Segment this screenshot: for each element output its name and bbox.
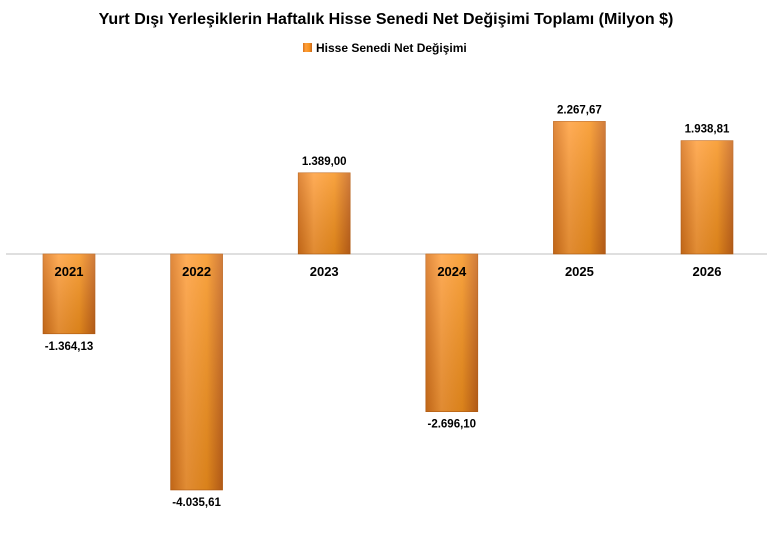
bar-shade-2022 (170, 254, 223, 490)
data-label-2023: 1.389,00 (302, 156, 347, 168)
bar-shade-2023 (298, 172, 351, 254)
category-labels: 2021 2022 2023 2024 2025 2026 (55, 264, 722, 279)
bar-shade-2024 (425, 254, 478, 412)
data-label-2022: -4.035,61 (172, 497, 221, 509)
legend-swatch (303, 43, 312, 52)
data-label-2025: 2.267,67 (557, 104, 602, 116)
category-label-2026: 2026 (693, 264, 722, 279)
data-label-2024: -2.696,10 (427, 419, 476, 431)
bar-shade-2025 (553, 121, 606, 255)
bar-shade-2021 (43, 254, 95, 334)
category-label-2023: 2023 (310, 264, 339, 279)
category-label-2021: 2021 (55, 264, 84, 279)
category-label-2022: 2022 (182, 264, 211, 279)
bars-group (42, 121, 734, 491)
legend-label: Hisse Senedi Net Değişimi (316, 41, 467, 55)
category-label-2024: 2024 (437, 264, 467, 279)
data-labels: -1.364,13 -4.035,61 1.389,00 -2.696,10 2.267… (45, 104, 730, 509)
legend: Hisse Senedi Net Değişimi (303, 41, 467, 55)
chart-title: Yurt Dışı Yerleşiklerin Haftalık Hisse S… (99, 11, 674, 28)
category-label-2025: 2025 (565, 264, 594, 279)
data-label-2021: -1.364,13 (45, 341, 94, 353)
bar-shade-2026 (681, 140, 733, 254)
data-label-2026: 1.938,81 (685, 124, 730, 136)
